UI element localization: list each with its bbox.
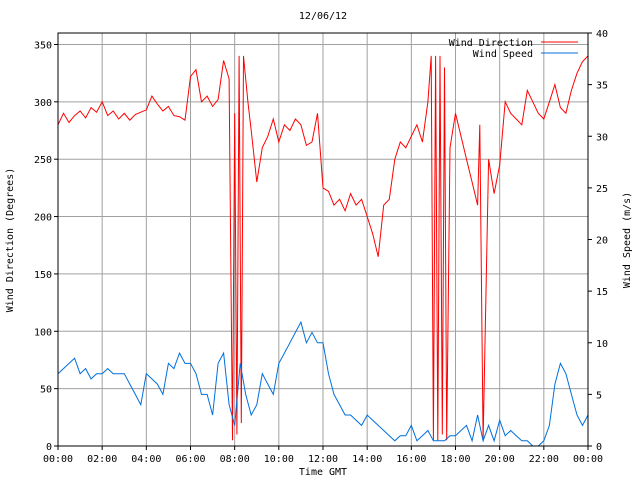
- y-left-tick-label: 50: [40, 385, 52, 396]
- x-tick-label: 16:00: [396, 454, 426, 465]
- series-line-wind-direction: [57, 55, 589, 441]
- legend: Wind Direction Wind Speed: [449, 38, 578, 60]
- x-tick-label: 08:00: [220, 454, 250, 465]
- y-left-tick-label: 0: [46, 442, 52, 453]
- x-tick-label: 00:00: [573, 454, 603, 465]
- y-right-tick-label: 25: [596, 184, 608, 195]
- y-left-tick-label: 150: [34, 270, 52, 281]
- legend-label-wind-direction: Wind Direction: [449, 38, 533, 49]
- x-axis-label: Time GMT: [299, 467, 347, 478]
- series-layer: [57, 55, 589, 447]
- series-line-wind-speed: [57, 320, 589, 447]
- y-right-tick-label: 0: [596, 442, 602, 453]
- axis-ticks: 00:00 02:00 04:00 06:00 08:00 10:00 12:00 14:00…: [34, 29, 608, 465]
- chart-title: 12/06/12: [299, 11, 347, 22]
- y-axis-right-label: Wind Speed (m/s): [622, 192, 633, 288]
- y-left-tick-label: 200: [34, 213, 52, 224]
- y-left-tick-label: 350: [34, 40, 52, 51]
- y-right-tick-label: 20: [596, 236, 608, 247]
- y-right-tick-label: 30: [596, 132, 608, 143]
- legend-label-wind-speed: Wind Speed: [473, 49, 533, 60]
- x-tick-label: 18:00: [440, 454, 470, 465]
- y-left-tick-label: 250: [34, 155, 52, 166]
- y-left-tick-label: 300: [34, 98, 52, 109]
- x-tick-label: 00:00: [43, 454, 73, 465]
- y-right-tick-label: 15: [596, 287, 608, 298]
- x-tick-label: 06:00: [175, 454, 205, 465]
- grid-lines: [58, 33, 588, 446]
- y-right-tick-label: 10: [596, 339, 608, 350]
- y-right-tick-label: 5: [596, 390, 602, 401]
- y-axis-left-label: Wind Direction (Degrees): [5, 168, 16, 313]
- y-right-tick-label: 40: [596, 29, 608, 40]
- x-tick-label: 20:00: [485, 454, 515, 465]
- y-right-tick-label: 35: [596, 81, 608, 92]
- x-tick-label: 02:00: [87, 454, 117, 465]
- x-tick-label: 14:00: [352, 454, 382, 465]
- x-tick-label: 04:00: [131, 454, 161, 465]
- y-left-tick-label: 100: [34, 327, 52, 338]
- x-tick-label: 10:00: [264, 454, 294, 465]
- x-tick-label: 22:00: [529, 454, 559, 465]
- x-tick-label: 12:00: [308, 454, 338, 465]
